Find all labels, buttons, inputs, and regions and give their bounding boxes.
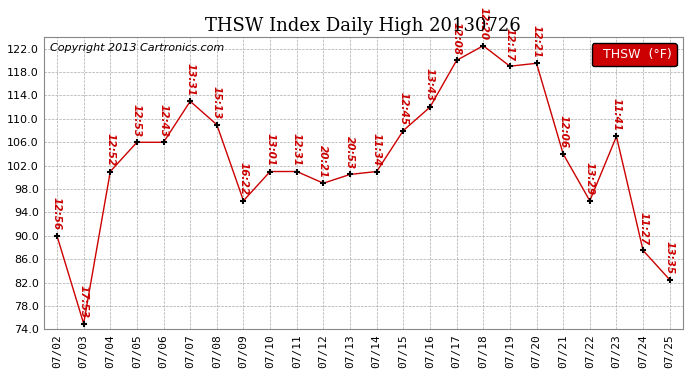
Text: 17:53: 17:53 [79,285,88,318]
Text: 12:56: 12:56 [52,197,62,230]
Text: 12:53: 12:53 [132,104,142,137]
Title: THSW Index Daily High 20130726: THSW Index Daily High 20130726 [206,17,521,35]
Text: Copyright 2013 Cartronics.com: Copyright 2013 Cartronics.com [50,43,224,53]
Text: 12:52: 12:52 [106,133,115,166]
Text: 20:53: 20:53 [345,136,355,169]
Text: 13:29: 13:29 [585,162,595,195]
Text: 12:06: 12:06 [558,115,568,148]
Text: 13:35: 13:35 [664,241,675,274]
Text: 11:27: 11:27 [638,212,648,245]
Text: 12:21: 12:21 [531,25,542,58]
Legend: THSW  (°F): THSW (°F) [592,43,677,66]
Text: 12:20: 12:20 [478,7,489,40]
Text: 12:45: 12:45 [398,92,408,125]
Text: 13:31: 13:31 [185,63,195,96]
Text: 13:01: 13:01 [265,133,275,166]
Text: 12:43: 12:43 [159,104,168,137]
Text: 11:41: 11:41 [611,98,622,131]
Text: 12:17: 12:17 [505,27,515,61]
Text: 11:34: 11:34 [372,133,382,166]
Text: 16:22: 16:22 [239,162,248,195]
Text: 20:21: 20:21 [318,144,328,178]
Text: 15:13: 15:13 [212,86,222,119]
Text: 12:08: 12:08 [452,22,462,55]
Text: 13:43: 13:43 [425,69,435,102]
Text: 12:31: 12:31 [292,133,302,166]
